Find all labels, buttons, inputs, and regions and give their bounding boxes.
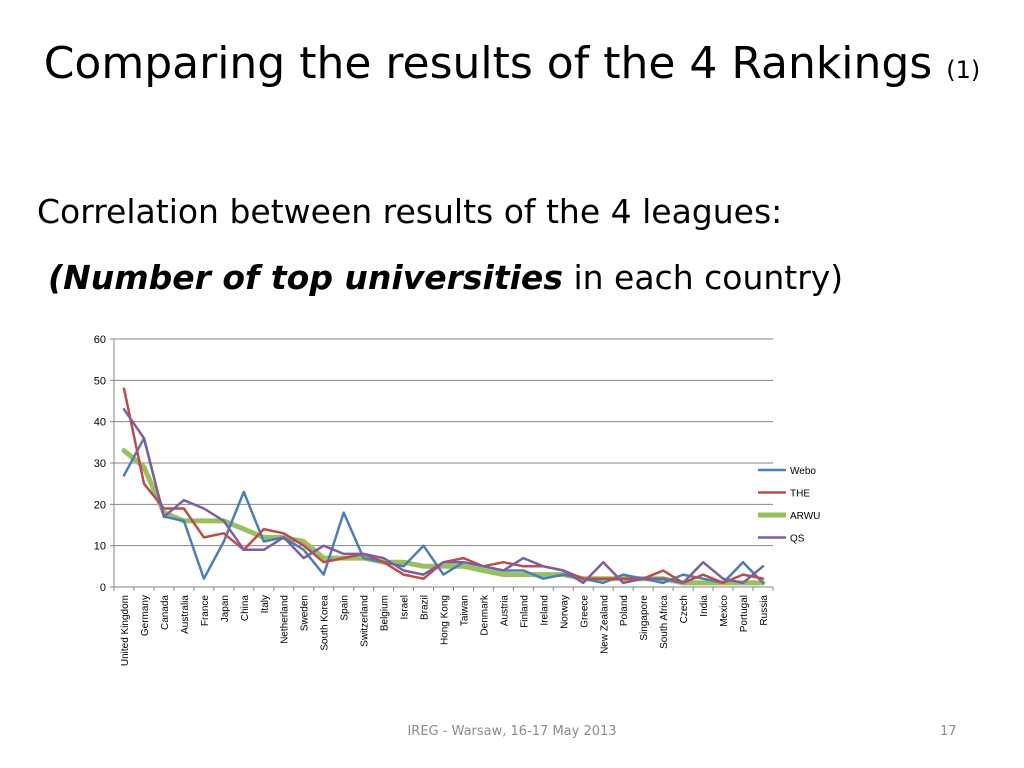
x-tick-label-denmark: Denmark	[479, 594, 490, 636]
x-tick-label-ireland: Ireland	[539, 595, 550, 626]
legend-label-webo: Webo	[790, 466, 816, 477]
x-tick-label-india: India	[699, 595, 710, 617]
x-tick-label-australia: Australia	[180, 595, 191, 634]
legend-label-the: THE	[790, 489, 810, 500]
correlation-heading: Correlation between results of the 4 lea…	[37, 192, 783, 231]
chart-note-emphasis: Number of top universities	[63, 258, 563, 297]
x-tick-label-finland: Finland	[519, 595, 530, 628]
x-tick-label-south-korea: South Korea	[320, 595, 331, 651]
x-tick-label-italy: Italy	[260, 595, 271, 613]
x-tick-label-south-africa: South Africa	[659, 595, 670, 649]
y-tick-label-30: 30	[94, 458, 106, 470]
x-tick-label-taiwan: Taiwan	[459, 595, 470, 626]
chart-note-open: (	[48, 258, 64, 297]
x-tick-label-france: France	[200, 595, 211, 627]
y-tick-label-20: 20	[94, 499, 106, 511]
legend-label-qs: QS	[790, 534, 805, 545]
slide-footer: IREG - Warsaw, 16-17 May 2013	[407, 724, 617, 739]
x-tick-label-canada: Canada	[160, 595, 171, 630]
chart-note-rest: in each country)	[562, 258, 844, 297]
slide-title: Comparing the results of the 4 Rankings …	[0, 36, 1024, 98]
x-tick-label-spain: Spain	[340, 595, 351, 621]
x-tick-label-belgium: Belgium	[380, 595, 391, 631]
y-tick-label-50: 50	[94, 375, 106, 387]
x-tick-label-portugal: Portugal	[739, 595, 750, 632]
series-line-webo	[122, 436, 765, 585]
country-ranking-line-chart: 0 10 20 30 40 50 60 United Kingdom Germany Canada…	[94, 334, 821, 666]
x-tick-label-austria: Austria	[499, 595, 510, 627]
x-tick-label-mexico: Mexico	[719, 595, 730, 627]
x-tick-label-greece: Greece	[579, 595, 590, 628]
chart-note: (Number of top universities in each coun…	[48, 256, 843, 300]
series-line-the	[122, 387, 765, 585]
x-tick-label-china: China	[240, 595, 251, 622]
x-tick-label-sweden: Sweden	[300, 595, 311, 631]
x-tick-label-poland: Poland	[619, 595, 630, 626]
x-tick-label-brazil: Brazil	[420, 595, 431, 620]
y-tick-label-60: 60	[94, 334, 106, 346]
x-tick-label-united-kingdom: United Kingdom	[120, 595, 131, 666]
legend-label-arwu: ARWU	[790, 511, 820, 522]
y-tick-label-10: 10	[94, 541, 106, 553]
x-tick-label-germany: Germany	[140, 595, 151, 636]
x-tick-label-czech: Czech	[679, 595, 690, 623]
slide-title-main: Comparing the results of the 4 Rankings	[43, 38, 933, 89]
page-number: 17	[940, 724, 957, 739]
y-tick-label-0: 0	[100, 582, 106, 594]
x-tick-label-japan: Japan	[220, 595, 231, 622]
x-tick-label-switzerland: Switzerland	[360, 595, 371, 647]
x-tick-label-russia: Russia	[759, 595, 770, 626]
x-tick-label-norway: Norway	[559, 595, 570, 629]
series-line-qs	[122, 408, 765, 585]
x-tick-label-hong-kong: Hong Kong	[440, 595, 451, 645]
y-tick-label-40: 40	[94, 417, 106, 429]
x-tick-label-netherland: Netherland	[280, 595, 291, 644]
x-tick-label-singapore: Singapore	[639, 595, 650, 641]
slide-title-suffix: (1)	[946, 56, 981, 84]
x-tick-label-israel: Israel	[400, 595, 411, 619]
x-tick-label-new-zealand: New Zealand	[599, 595, 610, 654]
